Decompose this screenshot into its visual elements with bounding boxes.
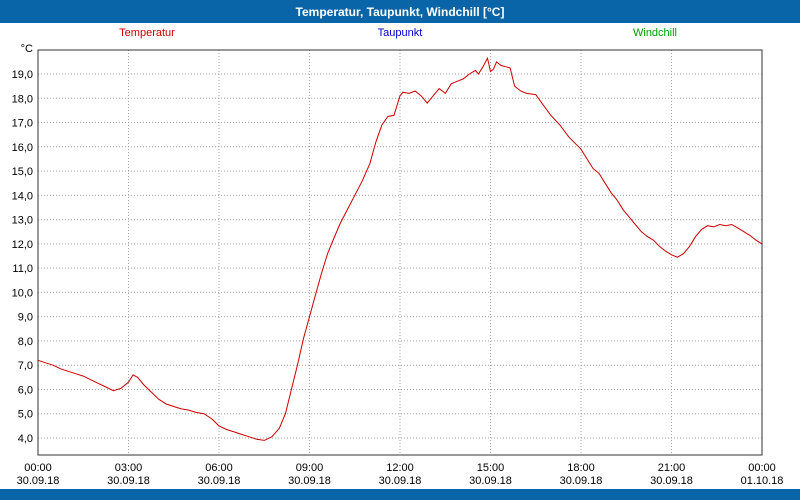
y-axis-tick-label: 7,0 bbox=[18, 360, 33, 372]
legend-taupunkt: Taupunkt bbox=[377, 27, 423, 39]
y-axis-tick-label: 19,0 bbox=[12, 69, 33, 81]
x-axis-time-label: 06:00 bbox=[205, 462, 233, 474]
y-axis-tick-label: 6,0 bbox=[18, 384, 33, 396]
x-axis-date-label: 30.09.18 bbox=[379, 475, 422, 487]
x-axis-date-label: 30.09.18 bbox=[469, 475, 512, 487]
y-axis-tick-label: 8,0 bbox=[18, 336, 33, 348]
y-axis-tick-label: 13,0 bbox=[12, 215, 33, 227]
plot-border bbox=[37, 49, 763, 456]
title-bar: Temperatur, Taupunkt, Windchill [°C] bbox=[0, 0, 800, 23]
x-axis-date-label: 30.09.18 bbox=[650, 475, 693, 487]
chart-plot: 4,0 5,0 6,0 7,0 8,0 9,0 10,0 11,0 12,0 13,0 14,0 15… bbox=[12, 43, 784, 487]
y-axis-tick-label: 4,0 bbox=[18, 433, 33, 445]
y-axis-tick-label: 5,0 bbox=[18, 409, 33, 421]
y-axis-tick-label: 9,0 bbox=[18, 312, 33, 324]
x-axis-time-label: 18:00 bbox=[567, 462, 595, 474]
x-axis-time-label: 03:00 bbox=[115, 462, 143, 474]
x-axis-date-label: 01.10.18 bbox=[741, 475, 784, 487]
x-axis-date-label: 30.09.18 bbox=[560, 475, 603, 487]
x-axis-date-label: 30.09.18 bbox=[107, 475, 150, 487]
x-axis-date-label: 30.09.18 bbox=[17, 475, 60, 487]
x-axis-date-label: 30.09.18 bbox=[288, 475, 331, 487]
x-axis-time-label: 00:00 bbox=[24, 462, 52, 474]
y-axis-tick-label: 16,0 bbox=[12, 142, 33, 154]
x-axis-time-label: 09:00 bbox=[296, 462, 324, 474]
series-line-temperatur bbox=[37, 56, 763, 441]
legend-temperatur: Temperatur bbox=[119, 27, 175, 39]
x-axis-time-label: 15:00 bbox=[477, 462, 505, 474]
x-axis-time-label: 12:00 bbox=[386, 462, 414, 474]
y-axis-tick-label: 15,0 bbox=[12, 166, 33, 178]
chart-title: Temperatur, Taupunkt, Windchill [°C] bbox=[295, 4, 505, 19]
y-axis-tick-label: 17,0 bbox=[12, 118, 33, 130]
y-axis-tick-label: 14,0 bbox=[12, 190, 33, 202]
x-axis-time-label: 00:00 bbox=[748, 462, 776, 474]
bottom-bar bbox=[0, 489, 800, 500]
y-axis-tick-label: 12,0 bbox=[12, 239, 33, 251]
y-axis-tick-label: 10,0 bbox=[12, 287, 33, 299]
x-axis-date-label: 30.09.18 bbox=[198, 475, 241, 487]
y-axis-unit-label: °C bbox=[21, 43, 33, 55]
y-axis-tick-label: 18,0 bbox=[12, 93, 33, 105]
legend-windchill: Windchill bbox=[632, 27, 678, 39]
legend: Temperatur Taupunkt Windchill bbox=[0, 27, 800, 41]
y-axis-tick-label: 11,0 bbox=[12, 263, 33, 275]
x-axis-time-label: 21:00 bbox=[658, 462, 686, 474]
